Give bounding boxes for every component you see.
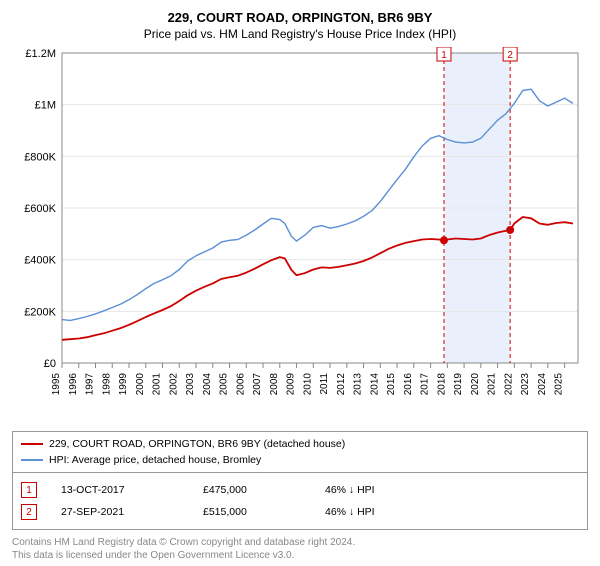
svg-text:2010: 2010 [302, 373, 313, 396]
legend-label: HPI: Average price, detached house, Brom… [49, 454, 261, 466]
legend-item: HPI: Average price, detached house, Brom… [21, 452, 579, 468]
svg-text:2020: 2020 [470, 373, 481, 396]
footer-attribution: Contains HM Land Registry data © Crown c… [12, 536, 588, 562]
event-delta: 46% ↓ HPI [325, 484, 415, 496]
svg-text:2023: 2023 [520, 373, 531, 396]
svg-text:£1M: £1M [35, 100, 56, 112]
event-table: 1 13-OCT-2017 £475,000 46% ↓ HPI 2 27-SEP-202… [12, 473, 588, 530]
svg-text:1998: 1998 [101, 373, 112, 396]
svg-text:2022: 2022 [503, 373, 514, 396]
svg-text:2021: 2021 [487, 373, 498, 396]
legend-label: 229, COURT ROAD, ORPINGTON, BR6 9BY (det… [49, 438, 345, 450]
svg-text:1: 1 [441, 50, 447, 61]
svg-text:2024: 2024 [537, 373, 548, 396]
event-row: 2 27-SEP-2021 £515,000 46% ↓ HPI [21, 501, 579, 523]
svg-text:2011: 2011 [319, 373, 330, 395]
svg-text:2003: 2003 [185, 373, 196, 396]
svg-text:2005: 2005 [219, 373, 230, 396]
svg-text:2006: 2006 [235, 373, 246, 396]
svg-text:£1.2M: £1.2M [25, 48, 56, 60]
svg-text:1995: 1995 [51, 373, 62, 396]
legend-swatch [21, 459, 43, 461]
svg-text:2018: 2018 [436, 373, 447, 396]
event-delta: 46% ↓ HPI [325, 506, 415, 518]
event-marker: 1 [21, 482, 37, 498]
footer-line-2: This data is licensed under the Open Gov… [12, 549, 588, 562]
svg-text:2013: 2013 [353, 373, 364, 396]
event-price: £515,000 [203, 506, 293, 518]
chart-container: 229, COURT ROAD, ORPINGTON, BR6 9BY Pric… [0, 0, 600, 566]
svg-text:2017: 2017 [420, 373, 431, 396]
legend-swatch [21, 443, 43, 445]
svg-text:2008: 2008 [269, 373, 280, 396]
event-price: £475,000 [203, 484, 293, 496]
footer-line-1: Contains HM Land Registry data © Crown c… [12, 536, 588, 549]
svg-text:£400K: £400K [24, 255, 56, 267]
svg-text:2025: 2025 [554, 373, 565, 396]
svg-text:2: 2 [507, 50, 513, 61]
svg-text:£600K: £600K [24, 203, 56, 215]
svg-text:2001: 2001 [152, 373, 163, 396]
svg-text:2019: 2019 [453, 373, 464, 396]
svg-text:2009: 2009 [286, 373, 297, 396]
svg-text:2002: 2002 [168, 373, 179, 396]
event-date: 13-OCT-2017 [61, 484, 171, 496]
svg-text:2007: 2007 [252, 373, 263, 396]
event-marker: 2 [21, 504, 37, 520]
svg-text:1997: 1997 [85, 373, 96, 396]
svg-text:£0: £0 [44, 358, 56, 370]
svg-text:1999: 1999 [118, 373, 129, 396]
svg-text:2014: 2014 [369, 373, 380, 396]
svg-text:2016: 2016 [403, 373, 414, 396]
svg-text:1996: 1996 [68, 373, 79, 396]
svg-text:2015: 2015 [386, 373, 397, 396]
svg-text:2000: 2000 [135, 373, 146, 396]
svg-text:£800K: £800K [24, 151, 56, 163]
event-date: 27-SEP-2021 [61, 506, 171, 518]
event-row: 1 13-OCT-2017 £475,000 46% ↓ HPI [21, 479, 579, 501]
line-chart: £0 £200K £400K £600K £800K £1M £1.2M 1995 1996 19… [12, 47, 588, 427]
svg-text:2004: 2004 [202, 373, 213, 396]
legend: 229, COURT ROAD, ORPINGTON, BR6 9BY (det… [12, 431, 588, 473]
page-subtitle: Price paid vs. HM Land Registry's House … [12, 27, 588, 41]
svg-text:£200K: £200K [24, 306, 56, 318]
svg-text:2012: 2012 [336, 373, 347, 396]
legend-item: 229, COURT ROAD, ORPINGTON, BR6 9BY (det… [21, 436, 579, 452]
page-title: 229, COURT ROAD, ORPINGTON, BR6 9BY [12, 10, 588, 25]
